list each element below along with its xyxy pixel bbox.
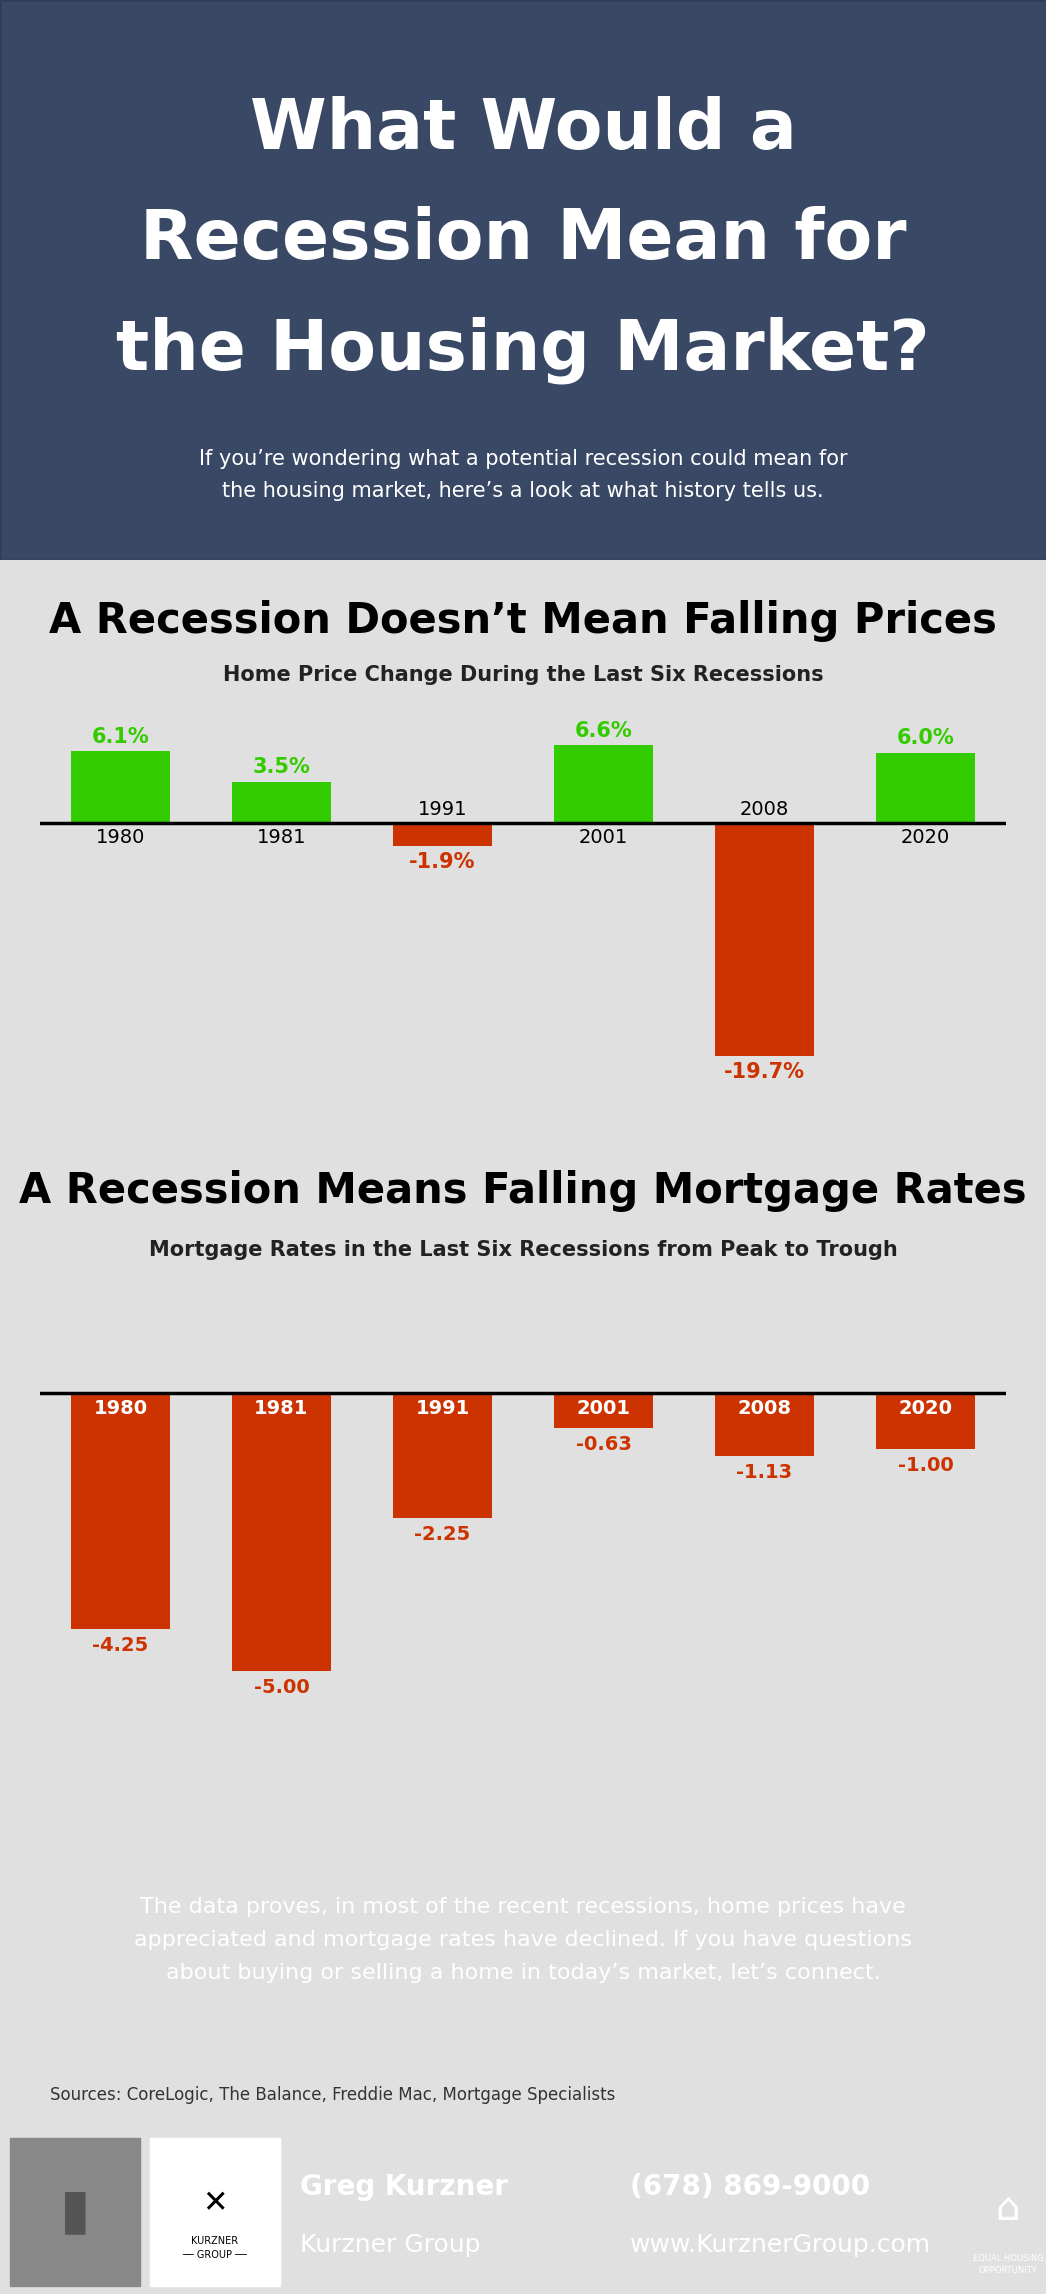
Bar [392, 824, 493, 846]
Text: If you’re wondering what a potential recession could mean for
the housing market: If you’re wondering what a potential rec… [199, 450, 847, 502]
Text: -0.63: -0.63 [575, 1436, 632, 1454]
Text: 1980: 1980 [96, 828, 145, 846]
Bar [876, 752, 976, 824]
Text: www.KurznerGroup.com: www.KurznerGroup.com [630, 2232, 931, 2257]
Text: 1991: 1991 [415, 1399, 470, 1418]
Bar [980, 2149, 1036, 2273]
Text: 2008: 2008 [737, 1399, 792, 1418]
Text: -2.25: -2.25 [414, 1526, 471, 1544]
Text: Greg Kurzner: Greg Kurzner [300, 2172, 508, 2202]
Text: 1981: 1981 [254, 1399, 309, 1418]
Text: Mortgage Rates in the Last Six Recessions from Peak to Trough: Mortgage Rates in the Last Six Recession… [149, 1241, 897, 1259]
Text: -1.13: -1.13 [736, 1464, 793, 1482]
Text: ⌂: ⌂ [996, 2191, 1020, 2227]
Bar [10, 2138, 140, 2287]
Text: 1980: 1980 [93, 1399, 147, 1418]
Text: 3.5%: 3.5% [252, 757, 311, 778]
Text: KURZNER
── GROUP ──: KURZNER ── GROUP ── [183, 2237, 248, 2260]
Bar [714, 1392, 815, 1457]
Text: (678) 869-9000: (678) 869-9000 [630, 2172, 870, 2202]
Text: -1.00: -1.00 [897, 1457, 953, 1475]
Text: 6.1%: 6.1% [92, 727, 150, 746]
Text: -19.7%: -19.7% [724, 1062, 805, 1080]
Bar [553, 746, 654, 824]
Text: 1991: 1991 [417, 801, 468, 819]
Text: -1.9%: -1.9% [409, 851, 476, 872]
Text: Home Price Change During the Last Six Recessions: Home Price Change During the Last Six Re… [223, 665, 823, 686]
Bar [231, 782, 332, 824]
Text: Kurzner Group: Kurzner Group [300, 2232, 480, 2257]
Bar [714, 824, 815, 1055]
Text: -5.00: -5.00 [253, 1677, 310, 1698]
Text: 2020: 2020 [899, 1399, 953, 1418]
Text: 6.0%: 6.0% [896, 727, 954, 748]
Text: the Housing Market?: the Housing Market? [116, 317, 930, 383]
Bar [70, 752, 170, 824]
Text: ▮: ▮ [60, 2184, 90, 2239]
Bar [553, 1392, 654, 1429]
Text: 2008: 2008 [740, 801, 789, 819]
Text: A Recession Doesn’t Mean Falling Prices: A Recession Doesn’t Mean Falling Prices [49, 601, 997, 642]
Text: Recession Mean for: Recession Mean for [140, 206, 906, 273]
Text: The data proves, in most of the recent recessions, home prices have
appreciated : The data proves, in most of the recent r… [134, 1897, 912, 1982]
Bar [231, 1392, 332, 1670]
Text: What Would a: What Would a [250, 96, 796, 163]
Text: ✕: ✕ [202, 2188, 228, 2218]
Bar [70, 1392, 170, 1629]
Text: EQUAL HOUSING
OPPORTUNITY: EQUAL HOUSING OPPORTUNITY [973, 2255, 1043, 2276]
Text: Sources: CoreLogic, The Balance, Freddie Mac, Mortgage Specialists: Sources: CoreLogic, The Balance, Freddie… [50, 2085, 615, 2104]
Text: 1981: 1981 [256, 828, 306, 846]
Text: -4.25: -4.25 [92, 1636, 149, 1654]
Bar [150, 2138, 280, 2287]
Text: 6.6%: 6.6% [574, 720, 633, 741]
Text: 2001: 2001 [578, 828, 629, 846]
Text: A Recession Means Falling Mortgage Rates: A Recession Means Falling Mortgage Rates [19, 1170, 1027, 1211]
Bar [392, 1392, 493, 1519]
Text: 2001: 2001 [576, 1399, 631, 1418]
Bar [876, 1392, 976, 1450]
Text: 2020: 2020 [901, 828, 950, 846]
